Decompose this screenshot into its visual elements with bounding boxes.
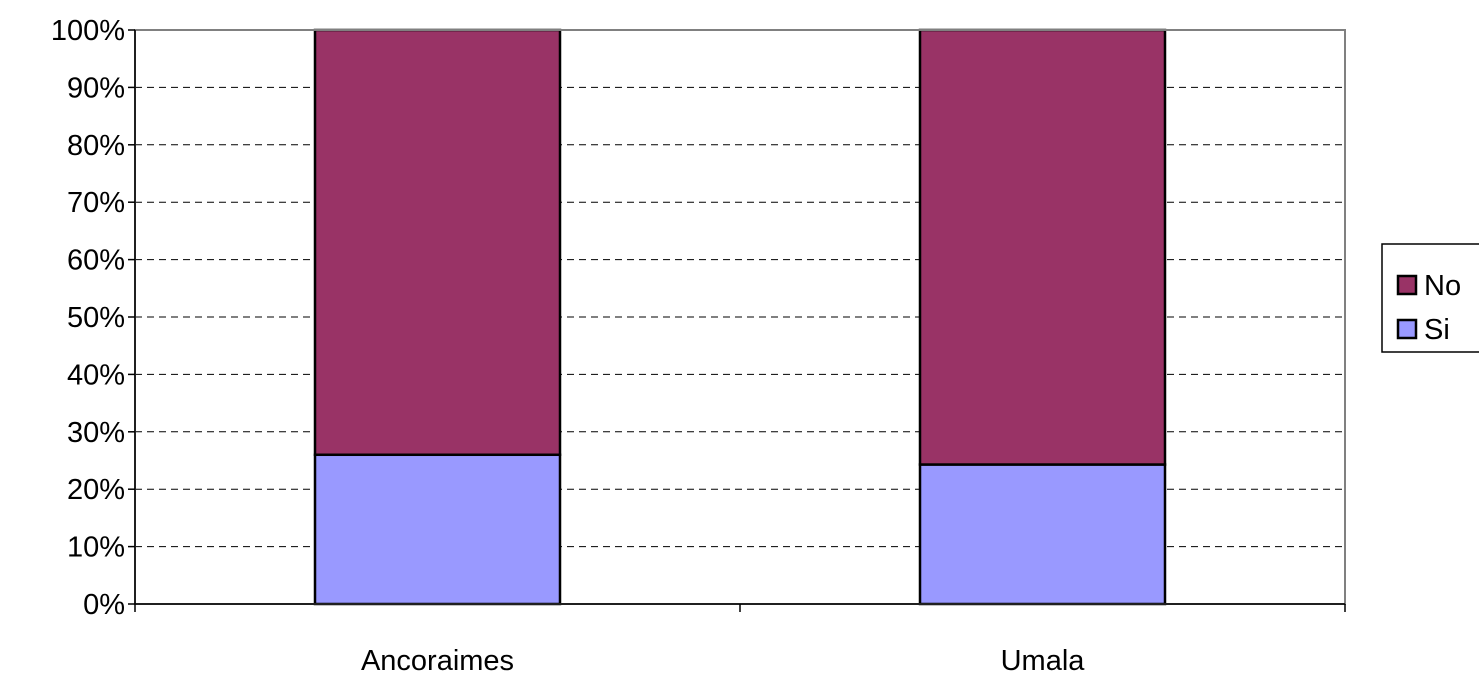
bar-segment-si-ancoraimes — [313, 453, 562, 606]
x-tick-label: Umala — [1001, 645, 1086, 674]
y-axis: 0% 10% 20% 30% 40% 50% 60% 70% 80% 90% 100% — [51, 15, 136, 621]
y-tick-label: 100% — [51, 15, 125, 47]
y-tick-label: 30% — [67, 417, 125, 449]
legend-label-si: Si — [1424, 314, 1450, 346]
x-axis: Ancoraimes Umala — [134, 603, 1346, 674]
y-tick-label: 10% — [67, 532, 125, 564]
y-tick-label: 90% — [67, 72, 125, 104]
y-tick-label: 20% — [67, 474, 125, 506]
legend-swatch-no — [1396, 274, 1418, 296]
bar-segment-no-ancoraimes — [313, 28, 562, 457]
y-tick-label: 70% — [67, 187, 125, 219]
bar-segment-no-umala — [918, 28, 1167, 466]
legend-label-no: No — [1424, 270, 1461, 302]
legend-swatch-si — [1396, 318, 1418, 340]
y-tick-label: 60% — [67, 245, 125, 277]
y-tick-label: 0% — [83, 589, 125, 621]
y-tick-label: 50% — [67, 302, 125, 334]
y-tick-label: 40% — [67, 359, 125, 391]
x-tick-label: Ancoraimes — [361, 645, 514, 674]
y-tick-label: 80% — [67, 130, 125, 162]
bar-segment-si-umala — [918, 463, 1167, 606]
legend: No Si — [1381, 243, 1479, 353]
bars — [313, 28, 1167, 606]
